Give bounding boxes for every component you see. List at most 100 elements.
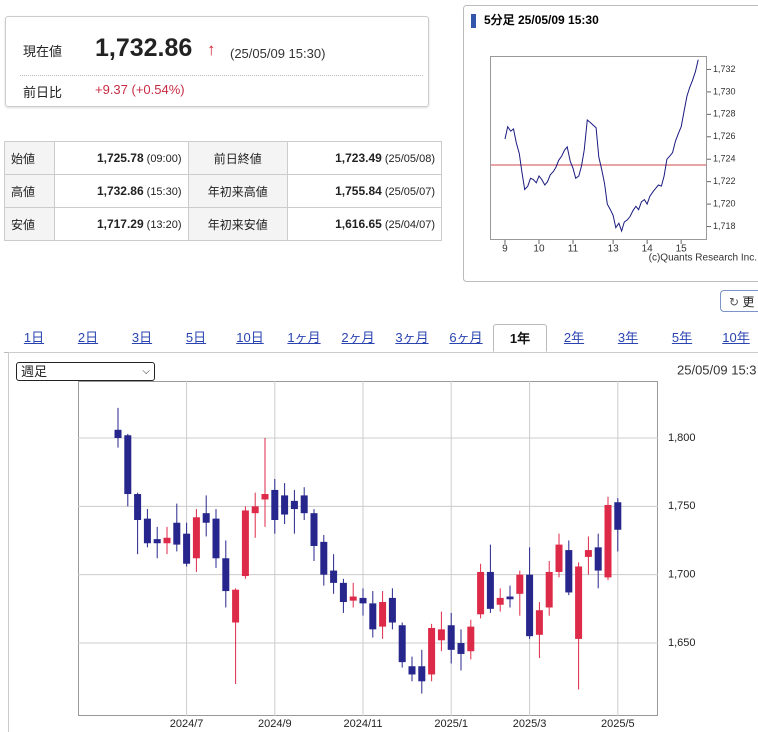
price: 1,732.86 <box>95 34 193 62</box>
period-tab[interactable]: 6ヶ月 <box>449 330 483 345</box>
y-tick-label: 1,700 <box>668 569 696 581</box>
candle-body <box>173 522 181 545</box>
period-tab[interactable]: 3ヶ月 <box>395 330 429 345</box>
price-time: (25/05/09 15:30) <box>230 46 326 61</box>
candle-body <box>447 625 455 650</box>
period-tab[interactable]: 10年 <box>722 330 750 345</box>
candle-body <box>222 558 230 592</box>
candle-body <box>349 596 357 601</box>
change: +9.37 (+0.54%) <box>95 82 185 97</box>
price-label: 現在値 <box>23 44 63 59</box>
candle-body <box>163 537 171 544</box>
candle-body <box>604 504 612 578</box>
summary-table: 始値 1,725.78 (09:00) 前日終値 1,723.49 (25/05/08) 高… <box>3 141 442 241</box>
change-label: 前日比 <box>23 85 63 100</box>
candle-body <box>320 541 328 575</box>
up-arrow: ↑ <box>207 40 216 59</box>
candle-body <box>614 502 622 530</box>
period-tab[interactable]: 3年 <box>617 330 639 345</box>
intraday-plot <box>490 56 707 240</box>
value-time: (13:20) <box>146 219 182 231</box>
period-tab[interactable]: 5日 <box>185 330 207 345</box>
period-tab[interactable]: 2ヶ月 <box>341 330 375 345</box>
candle-body <box>418 666 426 682</box>
value-time: (09:00) <box>146 153 182 165</box>
candle-body <box>428 627 436 675</box>
candle-body <box>261 494 269 500</box>
candle-body <box>408 666 416 675</box>
x-tick-label: 14 <box>642 244 654 255</box>
y-tick-label: 1,718 <box>713 221 736 231</box>
interval-value: 週足 <box>21 364 48 379</box>
x-tick-label: 2024/7 <box>170 718 204 730</box>
weekly-panel <box>8 352 758 732</box>
x-tick-label: 9 <box>502 244 508 255</box>
candle-body <box>506 596 514 600</box>
table-row: 安値 1,717.29 (13:20) 年初来安値 1,616.65 (25/04/07) <box>3 207 442 241</box>
candle-body <box>114 429 122 438</box>
y-tick-label: 1,726 <box>713 131 736 141</box>
period-tab[interactable]: 1年 <box>493 324 547 352</box>
value-date: (25/05/08) <box>384 153 435 165</box>
candle-body <box>535 610 543 635</box>
credit: (c)Quants Research Inc. <box>649 253 757 264</box>
value-date: (25/05/07) <box>384 186 435 198</box>
intraday-title: 5分足 25/05/09 15:30 <box>484 12 599 27</box>
candle-body <box>388 597 396 623</box>
interval-select[interactable]: 週足 ⌵ <box>16 362 155 381</box>
period-tab[interactable]: 2日 <box>77 330 99 345</box>
timestamp: 25/05/09 15:3 <box>677 362 757 377</box>
candle-body <box>467 626 475 652</box>
y-tick-label: 1,800 <box>668 432 696 444</box>
refresh-button[interactable]: ↻ 更 <box>720 290 758 312</box>
candle-body <box>290 500 298 510</box>
y-tick-label: 1,750 <box>668 500 696 512</box>
period-tab[interactable]: 3日 <box>131 330 153 345</box>
separator <box>20 75 423 76</box>
period-tab[interactable]: 10日 <box>236 330 264 345</box>
candle-body <box>212 518 220 559</box>
y-tick-label: 1,724 <box>713 154 736 164</box>
row-label: 年初来高値 <box>187 174 289 208</box>
candle-body <box>486 571 494 609</box>
candle-body <box>398 625 406 663</box>
candle-body <box>555 544 563 572</box>
candle-body <box>271 489 279 521</box>
table-row: 高値 1,732.86 (15:30) 年初来高値 1,755.84 (25/05/07) <box>3 174 442 208</box>
y-tick-label: 1,730 <box>713 86 736 96</box>
candle-body <box>281 495 289 515</box>
value-time: (15:30) <box>146 186 182 198</box>
candle-body <box>437 629 445 641</box>
y-tick-label: 1,732 <box>713 64 736 74</box>
candle-body <box>251 506 259 514</box>
value: 1,717.29 <box>96 217 144 231</box>
candle-body <box>153 539 161 544</box>
row-value: 1,755.84 (25/05/07) <box>287 174 442 208</box>
candle-body <box>516 574 524 594</box>
x-tick-label: 2025/3 <box>513 718 547 730</box>
period-tab[interactable]: 5年 <box>671 330 693 345</box>
candle-body <box>143 518 151 544</box>
x-tick-label: 2025/5 <box>601 718 635 730</box>
candle-body <box>241 510 249 577</box>
period-tab[interactable]: 1ヶ月 <box>287 330 321 345</box>
row-label: 安値 <box>3 207 56 241</box>
period-tab[interactable]: 1日 <box>23 330 45 345</box>
candle-body <box>310 513 318 546</box>
y-tick-label: 1,722 <box>713 176 736 186</box>
candle-body <box>457 643 465 654</box>
row-value: 1,732.86 (15:30) <box>54 174 189 208</box>
x-tick-label: 11 <box>568 244 579 255</box>
x-tick-label: 2025/1 <box>434 718 468 730</box>
period-tab[interactable]: 2年 <box>563 330 585 345</box>
candle-body <box>526 574 534 637</box>
y-tick-label: 1,720 <box>713 198 736 208</box>
value: 1,732.86 <box>96 184 144 198</box>
candle-body <box>339 582 347 603</box>
candle-body <box>300 495 308 514</box>
x-tick-label: 2024/11 <box>344 718 383 730</box>
candle-body <box>565 550 573 593</box>
candle-body <box>545 571 553 608</box>
